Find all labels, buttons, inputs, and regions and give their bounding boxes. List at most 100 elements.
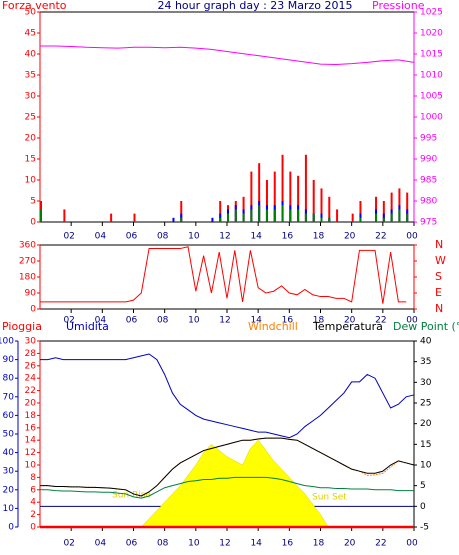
y-tick-label: 40 [25,50,37,60]
bar [219,217,222,222]
legend-label: Dew Point (°C [393,320,459,333]
y-tick-label: 30 [3,467,15,477]
y-tick-label: 180 [19,273,36,283]
x-tick-label: 06 [126,539,138,549]
y-tick-label: 30 [25,92,37,102]
y-tick-label: 50 [3,430,15,440]
y2-tick-label: N [435,302,443,315]
y-tick-label: 100 [0,337,14,347]
x-tick-label: 10 [188,316,200,326]
y-tick-label: 45 [25,29,36,39]
bar [312,213,315,222]
y2-tick-label: 25 [420,399,431,409]
bar [398,209,401,222]
x-tick-label: 10 [188,232,200,242]
bar [133,213,136,222]
y-tick-label: 0 [8,523,14,533]
y2-tick-label: -5 [420,523,429,533]
bar [406,192,409,222]
y-tick-label: 15 [25,155,36,165]
x-tick-label: 18 [313,539,325,549]
bar [375,213,378,222]
y-tick-label: 50 [25,8,37,18]
line [40,353,415,439]
bar [351,213,354,222]
y3-tick-label: 0 [30,523,36,533]
bar [265,209,268,222]
bar [328,196,331,222]
legend-label: Windchill [248,320,298,333]
y-tick-label: 35 [25,71,36,81]
y3-tick-label: 12 [25,448,36,458]
x-tick-label: 16 [282,539,294,549]
bar [390,192,393,222]
y2-tick-label: 985 [420,176,437,186]
x-tick-label: 16 [282,316,294,326]
bar [265,180,268,222]
x-tick-label: 06 [126,232,138,242]
x-tick-label: 02 [63,232,74,242]
x-tick-label: 02 [63,539,74,549]
bar [250,171,253,222]
y3-tick-label: 26 [25,361,37,371]
annotation: Sun Rise [112,491,151,501]
x-tick-label: 08 [157,539,169,549]
x-tick-label: 20 [344,539,356,549]
x-tick-label: 04 [95,539,107,549]
bar [180,217,183,222]
y-tick-label: 20 [25,134,37,144]
y3-tick-label: 4 [30,498,36,508]
y3-tick-label: 16 [25,423,37,433]
y2-tick-label: N [435,238,443,251]
x-tick-label: 00 [406,539,418,549]
bar [336,209,339,222]
x-tick-label: 12 [219,232,230,242]
bar [382,201,385,222]
y2-tick-label: E [435,286,442,299]
line [40,45,415,66]
bar [304,154,307,222]
bar [40,209,42,222]
x-tick-label: 12 [219,316,230,326]
y2-tick-label: 975 [420,218,437,228]
y2-tick-label: 990 [420,155,437,165]
y2-tick-label: 1010 [420,71,443,81]
y2-tick-label: 35 [420,357,431,367]
y2-tick-label: 0 [420,502,426,512]
x-tick-label: 00 [406,316,418,326]
y3-tick-label: 28 [25,349,37,359]
y-tick-label: 5 [30,197,36,207]
y2-tick-label: 10 [420,461,432,471]
x-tick-label: 22 [375,232,386,242]
x-tick-label: 04 [95,232,107,242]
bar [297,175,300,222]
x-tick-label: 12 [219,539,230,549]
y2-tick-label: 40 [420,337,432,347]
bar [219,201,222,222]
y3-tick-label: 10 [25,461,37,471]
line [40,476,414,499]
bar [234,209,237,222]
y-tick-label: 20 [3,485,15,495]
x-tick-label: 08 [157,316,169,326]
y2-tick-label: 30 [420,378,432,388]
x-tick-label: 02 [63,316,74,326]
bar [227,213,229,222]
bar [110,213,113,222]
y2-tick-label: 1000 [420,113,443,123]
y3-tick-label: 6 [30,485,36,495]
x-tick-label: 08 [157,232,169,242]
y-tick-label: 0 [30,305,36,315]
y3-tick-label: 20 [25,399,37,409]
x-tick-label: 18 [313,232,325,242]
y3-tick-label: 22 [25,386,36,396]
y-tick-label: 60 [3,411,15,421]
bar [320,217,323,222]
y-tick-label: 40 [3,448,15,458]
bar [281,205,284,222]
y2-tick-label: W [435,254,446,267]
bar [359,201,362,222]
y2-tick-label: 980 [420,197,437,207]
